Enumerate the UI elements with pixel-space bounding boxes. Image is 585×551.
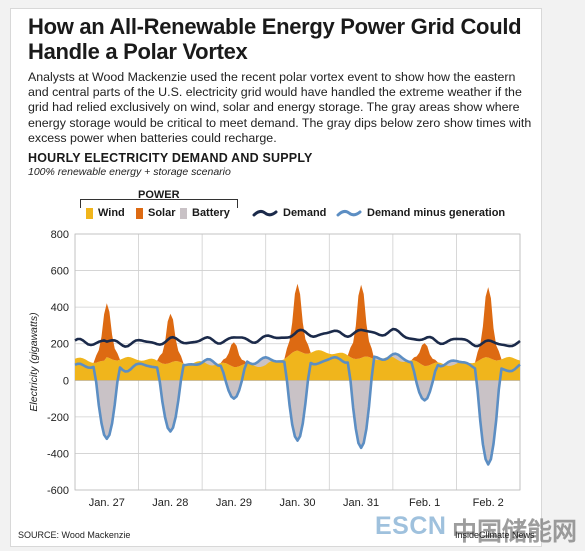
legend-wind: Wind — [86, 207, 125, 219]
legend-bracket — [80, 199, 238, 208]
legend-group-label: POWER — [138, 189, 180, 201]
intro-text: Analysts at Wood Mackenzie used the rece… — [28, 70, 532, 145]
legend-demand-label: Demand — [283, 207, 327, 219]
legend-battery: Battery — [180, 207, 230, 219]
x-tick-label: Feb. 2 — [473, 497, 504, 509]
battery-area — [75, 353, 520, 465]
legend-wind-label: Wind — [98, 207, 125, 219]
watermark-latin: ESCN — [375, 512, 447, 540]
chart-title: HOURLY ELECTRICITY DEMAND AND SUPPLY — [28, 151, 313, 165]
x-tick-label: Jan. 29 — [216, 497, 252, 509]
y-axis-label: Electricity (gigawatts) — [28, 312, 40, 411]
y-tick-label: -400 — [47, 448, 69, 460]
x-tick-label: Jan. 31 — [343, 497, 379, 509]
legend-battery-swatch — [180, 207, 187, 219]
y-tick-label: 200 — [51, 339, 69, 351]
watermark-chinese: 中国储能网 — [452, 518, 578, 546]
legend-demand: Demand — [252, 207, 326, 219]
y-tick-label: 800 — [51, 229, 69, 241]
chart-subtitle: 100% renewable energy + storage scenario — [28, 166, 231, 178]
legend-wind-swatch — [86, 207, 93, 219]
x-tick-label: Jan. 27 — [89, 497, 125, 509]
y-tick-label: -600 — [47, 485, 69, 497]
legend-dmg-line-icon — [336, 209, 362, 217]
page-title: How an All-Renewable Energy Power Grid C… — [28, 14, 522, 64]
y-tick-label: 400 — [51, 302, 69, 314]
y-tick-label: -200 — [47, 412, 69, 424]
chart-card — [10, 8, 542, 547]
legend-battery-label: Battery — [192, 207, 230, 219]
legend-solar-label: Solar — [148, 207, 176, 219]
y-tick-label: 0 — [63, 375, 69, 387]
demand-line — [74, 327, 521, 348]
source-note: SOURCE: Wood Mackenzie — [18, 530, 131, 540]
legend-demand-line-icon — [252, 209, 278, 217]
x-tick-label: Jan. 30 — [279, 497, 315, 509]
legend-solar-swatch — [136, 207, 143, 219]
legend-demand-minus-generation: Demand minus generation — [336, 207, 505, 219]
solar-area — [75, 283, 520, 367]
legend-dmg-label: Demand minus generation — [367, 207, 506, 219]
x-tick-label: Feb. 1 — [409, 497, 440, 509]
demand-minus-generation-line — [74, 352, 521, 466]
wind-area — [75, 350, 520, 381]
x-tick-label: Jan. 28 — [152, 497, 188, 509]
legend-solar: Solar — [136, 207, 176, 219]
y-tick-label: 600 — [51, 266, 69, 278]
credit-note: InsideClimate News — [455, 530, 535, 540]
